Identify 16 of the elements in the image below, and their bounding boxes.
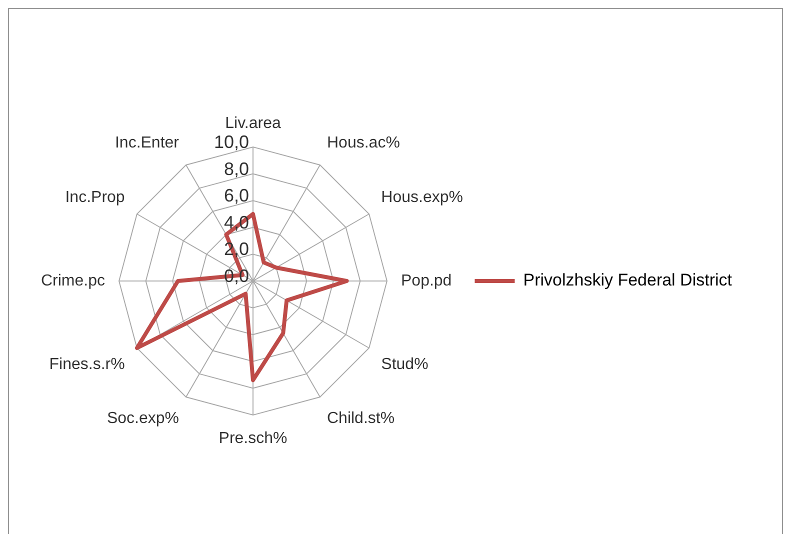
spoke-label: Hous.ac%: [326, 134, 400, 152]
spoke-label: Soc.exp%: [106, 410, 180, 428]
y-tick-label: 10,0: [214, 132, 249, 152]
spoke-label: Stud%: [381, 356, 428, 373]
spoke-label: Inc.Enter: [114, 134, 180, 152]
y-tick-label: 8,0: [224, 158, 249, 179]
spoke-label: Pre.sch%: [218, 430, 288, 447]
legend-label: Privolzhskiy Federal District: [523, 270, 732, 290]
spoke-label: Child.st%: [326, 410, 395, 428]
y-tick-label: 6,0: [224, 186, 249, 206]
spoke-label: Liv.area: [225, 114, 281, 132]
spoke-label: Crime.pc: [40, 272, 106, 290]
spoke-label: Hous.exp%: [381, 188, 463, 206]
spoke-label: Pop.pd: [400, 272, 452, 290]
spoke-label: Inc.Prop: [65, 188, 125, 206]
spoke-label: Fines.s.r%: [49, 356, 125, 373]
